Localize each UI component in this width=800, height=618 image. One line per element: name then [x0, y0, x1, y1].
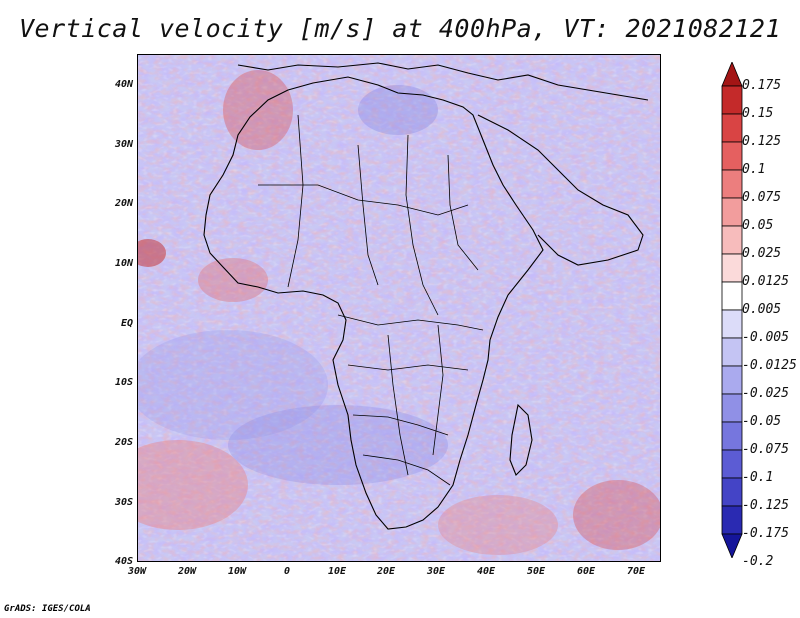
colorbar-swatch [721, 421, 743, 451]
colorbar-swatch [721, 337, 743, 367]
map-title: Vertical velocity [m/s] at 400hPa, VT: 2… [18, 14, 781, 43]
colorbar-swatch [721, 113, 743, 143]
colorbar-swatch [721, 393, 743, 423]
europe-coast [237, 62, 649, 101]
lat-tick-label: EQ [120, 318, 133, 329]
colorbar-level-label: 0.1 [742, 162, 766, 177]
colorbar-swatch [721, 533, 743, 558]
lon-tick-label: 20E [376, 566, 396, 577]
colorbar-level-label: -0.1 [742, 470, 774, 485]
map-plot-area [137, 54, 661, 562]
colorbar-level-label: 0.025 [742, 246, 782, 261]
colorbar-level-label: -0.125 [742, 498, 789, 513]
colorbar-swatch [721, 449, 743, 479]
colorbar-level-label: -0.05 [742, 414, 782, 429]
border-line [387, 334, 409, 476]
border-line [357, 144, 379, 286]
colorbar-level-label: -0.2 [742, 554, 774, 569]
lon-tick-label: 10E [327, 566, 347, 577]
madagascar-outline [509, 403, 533, 476]
border-line [362, 454, 451, 486]
field-texture-white [138, 55, 660, 561]
colorbar-level-label: 0.125 [742, 134, 782, 149]
lat-tick-label: 30S [114, 497, 133, 508]
border-line [287, 114, 304, 288]
colorbar-swatch [721, 309, 743, 339]
updraft-region [138, 440, 248, 530]
colorbar-swatch [721, 505, 743, 535]
updraft-region [138, 239, 166, 267]
updraft-region [573, 480, 660, 550]
downdraft-region [138, 330, 328, 440]
lon-tick-label: 70E [626, 566, 646, 577]
lon-tick-label: 30E [426, 566, 446, 577]
colorbar-level-label: 0.175 [742, 78, 782, 93]
border-line [258, 184, 469, 216]
colorbar-swatch [721, 62, 743, 87]
arabia-outline [477, 114, 644, 266]
colorbar-level-label: -0.0125 [742, 358, 797, 373]
border-line [352, 414, 449, 436]
lon-tick-label: 0 [283, 566, 291, 577]
lon-tick-label: 10W [227, 566, 247, 577]
coastlines [203, 62, 649, 530]
downdraft-region [358, 85, 438, 135]
lat-tick-label: 10N [114, 258, 133, 269]
colorbar-swatch [721, 477, 743, 507]
colorbar [721, 62, 743, 558]
colorbar-level-label: -0.075 [742, 442, 789, 457]
lon-tick-label: 50E [526, 566, 546, 577]
colorbar-level-label: 0.15 [742, 106, 774, 121]
colorbar-swatch [721, 253, 743, 283]
map-field-svg [138, 55, 660, 561]
lon-tick-label: 40E [476, 566, 496, 577]
lat-tick-label: 40S [114, 556, 133, 567]
downdraft-region [228, 405, 448, 485]
africa-outline [203, 76, 544, 530]
colorbar-level-label: 0.05 [742, 218, 774, 233]
colorbar-level-label: -0.005 [742, 330, 789, 345]
country-borders [258, 114, 484, 486]
border-line [337, 314, 484, 331]
lat-tick-label: 20S [114, 437, 133, 448]
credit-footer: GrADS: IGES/COLA [4, 604, 91, 614]
lon-tick-label: 30W [127, 566, 147, 577]
colorbar-swatch [721, 197, 743, 227]
lat-tick-label: 40N [114, 79, 133, 90]
colorbar-swatch [721, 225, 743, 255]
colorbar-swatch [721, 85, 743, 115]
border-line [405, 134, 439, 316]
lat-tick-label: 20N [114, 198, 133, 209]
colorbar-level-label: -0.175 [742, 526, 789, 541]
lat-tick-label: 30N [114, 139, 133, 150]
colorbar-level-label: 0.0125 [742, 274, 789, 289]
updraft-region [438, 495, 558, 555]
updraft-region [198, 258, 268, 302]
colorbar-swatches [721, 62, 743, 558]
colorbar-swatch [721, 281, 743, 311]
colorbar-swatch [721, 141, 743, 171]
border-line [347, 364, 469, 371]
lon-tick-label: 60E [576, 566, 596, 577]
lat-tick-label: 10S [114, 377, 133, 388]
lon-tick-label: 20W [177, 566, 197, 577]
colorbar-swatch [721, 365, 743, 395]
border-line [447, 154, 479, 271]
colorbar-level-label: -0.025 [742, 386, 789, 401]
border-line [432, 324, 444, 456]
colorbar-swatch [721, 169, 743, 199]
colorbar-level-label: 0.075 [742, 190, 782, 205]
colorbar-level-label: 0.005 [742, 302, 782, 317]
